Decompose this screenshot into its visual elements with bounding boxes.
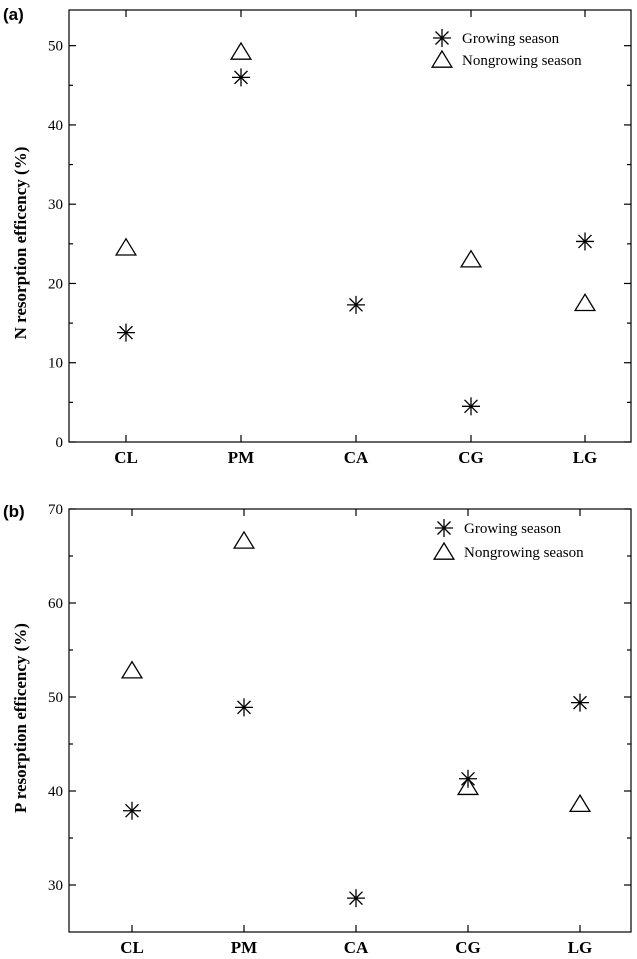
x-tick-label-pm: PM [231, 938, 257, 957]
y-tick-label: 10 [48, 356, 63, 372]
x-tick-label-lg: LG [568, 938, 593, 957]
point-growing-cg [462, 397, 480, 416]
legend: Growing season Nongrowing season [430, 29, 582, 69]
x-tick-label-cg: CG [458, 448, 484, 467]
y-tick-label: 50 [48, 39, 63, 55]
y-tick-label: 50 [48, 690, 63, 706]
plot-marks: 0 10 20 30 40 50 CL PM CA CG LG [48, 10, 631, 467]
x-tick-label-cl: CL [120, 938, 144, 957]
point-nongrowing-lg [568, 793, 592, 813]
legend-asterisk-icon [433, 29, 451, 47]
plot-frame [68, 508, 632, 933]
point-nongrowing-cg [456, 776, 480, 796]
plot-marks: 30 40 50 60 70 CL PM CA CG LG [48, 502, 631, 957]
x-tick-label-ca: CA [344, 938, 369, 957]
legend-triangle-mark [432, 541, 456, 560]
legend-label-growing: Growing season [464, 521, 562, 537]
x-tick-label-ca: CA [344, 448, 369, 467]
legend-triangle-icon [430, 49, 454, 68]
x-tick-label-cl: CL [114, 448, 138, 467]
panel-b: (b) P resorption efficency (%) 30 40 50 60 7… [3, 502, 632, 957]
y-tick-label: 20 [48, 276, 63, 292]
legend: Growing season Nongrowing season [432, 519, 584, 561]
point-growing-lg [571, 693, 589, 712]
legend-label-nongrowing: Nongrowing season [462, 53, 582, 69]
point-growing-ca [347, 295, 365, 314]
legend-label-growing: Growing season [462, 31, 560, 47]
legend-label-nongrowing: Nongrowing season [464, 545, 584, 561]
point-nongrowing-lg [573, 293, 597, 312]
point-nongrowing-cl [114, 237, 138, 256]
point-nongrowing-pm [232, 530, 256, 549]
panel-a: (a) N resorption efficency (%) 0 10 20 30 40… [3, 5, 632, 467]
point-growing-pm [235, 698, 253, 717]
legend-asterisk-icon [435, 519, 453, 537]
point-growing-pm [232, 68, 250, 87]
y-tick-label: 40 [48, 118, 63, 134]
x-tick-label-cg: CG [455, 938, 481, 957]
point-growing-ca [347, 889, 365, 908]
point-growing-cl [117, 323, 135, 342]
point-growing-cl [123, 801, 141, 820]
point-nongrowing-pm [229, 41, 253, 60]
y-tick-label: 70 [48, 502, 63, 518]
legend-triangle-mark [430, 49, 454, 68]
point-growing-lg [576, 232, 594, 251]
legend-triangle-icon [432, 541, 456, 560]
panel-label: (b) [3, 502, 25, 521]
legend-asterisk-mark [435, 519, 453, 537]
y-tick-label: 30 [48, 197, 63, 213]
legend-asterisk-mark [433, 29, 451, 47]
plot-frame [68, 9, 632, 443]
y-tick-label: 40 [48, 784, 63, 800]
y-tick-label: 60 [48, 596, 63, 612]
y-tick-label: 0 [56, 435, 64, 451]
y-tick-label: 30 [48, 878, 63, 894]
point-nongrowing-cl [120, 660, 144, 679]
x-tick-label-pm: PM [228, 448, 254, 467]
y-axis-title: N resorption efficency (%) [11, 147, 30, 340]
y-axis-title: P resorption efficency (%) [11, 623, 30, 813]
x-tick-label-lg: LG [573, 448, 598, 467]
point-nongrowing-cg [459, 249, 483, 268]
panel-label: (a) [3, 5, 24, 24]
